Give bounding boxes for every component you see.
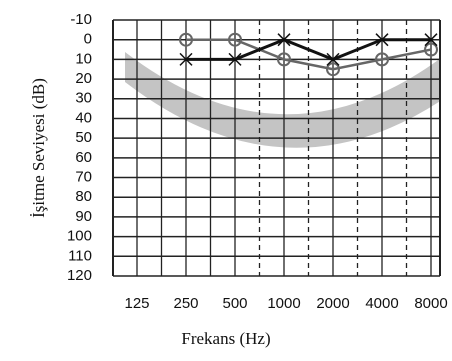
- x-stroke: [277, 33, 291, 47]
- x-tick-label: 250: [173, 295, 198, 312]
- circle-marker: [179, 32, 193, 47]
- x-stroke: [179, 52, 193, 66]
- y-tick-label: 70: [75, 169, 92, 186]
- x-tick-label: 125: [124, 295, 149, 312]
- x-marker: [277, 33, 291, 47]
- circle-marker: [277, 52, 291, 67]
- x-tick-label: 1000: [267, 295, 300, 312]
- y-tick-label: 30: [75, 90, 92, 107]
- circle-marker: [375, 52, 389, 67]
- x-marker: [424, 33, 438, 47]
- x-stroke: [228, 52, 242, 66]
- y-tick-label: 50: [75, 129, 92, 146]
- y-tick-label: 60: [75, 149, 92, 166]
- circle-marker: [228, 32, 242, 47]
- circle-marker: [326, 62, 340, 77]
- x-marker: [375, 33, 389, 47]
- x-marker: [326, 52, 340, 66]
- x-stroke: [326, 52, 340, 66]
- x-marker: [228, 52, 242, 66]
- x-tick-label: 2000: [316, 295, 349, 312]
- circle-marker: [424, 42, 438, 57]
- y-tick-label: -10: [70, 11, 92, 28]
- y-tick-label: 120: [67, 267, 92, 284]
- y-tick-label: 0: [84, 31, 92, 48]
- y-tick-label: 100: [67, 228, 92, 245]
- speech-banana: [125, 52, 440, 148]
- x-marker: [179, 52, 193, 66]
- y-tick-label: 110: [68, 247, 92, 264]
- y-tick-label: 90: [75, 208, 92, 225]
- x-stroke: [424, 33, 438, 47]
- x-axis-label: Frekans (Hz): [181, 329, 270, 348]
- series-line: [186, 38, 431, 62]
- x-stroke: [375, 33, 389, 47]
- x-tick-label: 8000: [414, 295, 447, 312]
- y-tick-label: 20: [75, 70, 92, 87]
- series-line: [186, 38, 432, 71]
- y-axis-label: İşitme Seviyesi (dB): [29, 78, 48, 218]
- y-tick-label: 40: [75, 109, 92, 126]
- y-tick-label: 10: [75, 50, 92, 67]
- x-tick-label: 500: [222, 295, 247, 312]
- x-tick-label: 4000: [365, 295, 398, 312]
- y-tick-label: 80: [75, 188, 92, 205]
